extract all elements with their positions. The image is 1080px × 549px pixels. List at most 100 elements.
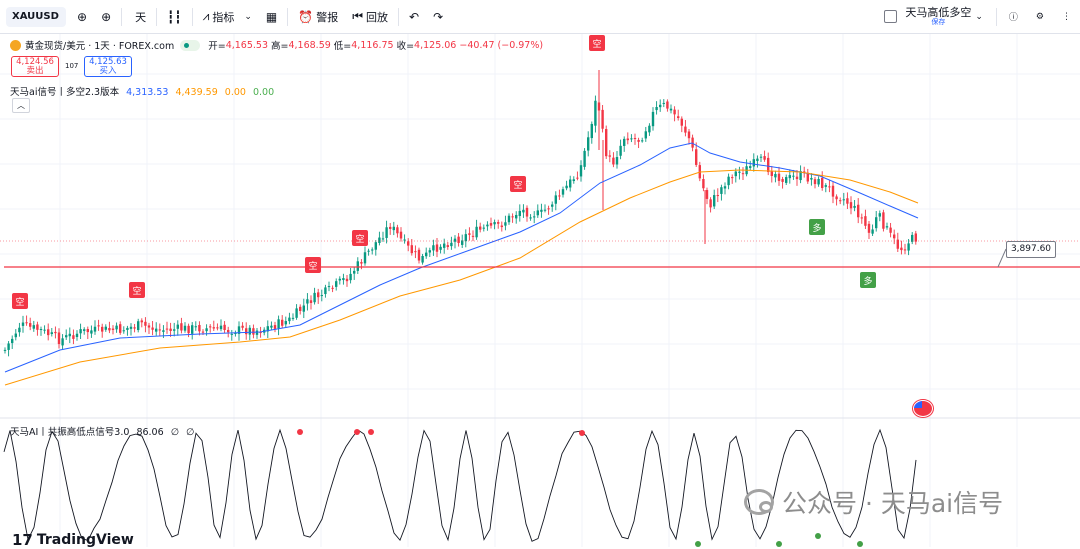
candle-body — [104, 326, 107, 330]
candle-body — [500, 225, 503, 228]
candle-body — [507, 215, 511, 223]
chevron-down-icon[interactable]: ⌄ — [975, 11, 983, 22]
timeframe-button[interactable]: 天 — [125, 0, 153, 33]
candle-body — [551, 204, 554, 207]
right-toolbar: 天马高低多空 保存 ⌄ ⓘ ⚙ ⋮ — [884, 0, 1080, 33]
candle-body — [677, 116, 680, 118]
candle-body — [839, 200, 842, 202]
oscillator-bottom-dot — [776, 541, 782, 547]
candle-body — [540, 209, 543, 212]
candle-body — [25, 322, 28, 324]
candle-body — [752, 159, 755, 167]
candle-body — [623, 138, 626, 146]
candle-body — [21, 322, 25, 326]
candle-body — [360, 262, 363, 264]
divider — [287, 7, 289, 26]
candle-body — [367, 250, 370, 252]
long-signal-marker-label: 多 — [863, 275, 872, 287]
candle-body — [785, 177, 788, 183]
candle-body — [489, 223, 493, 226]
candle-body — [651, 111, 655, 127]
undo-button[interactable]: ↶ — [402, 0, 426, 33]
candle-body — [774, 173, 777, 178]
candle-body — [691, 137, 694, 148]
templates-button[interactable]: ▦ — [259, 0, 284, 33]
candle-body — [176, 324, 179, 329]
info-icon[interactable]: ⓘ — [1008, 13, 1018, 23]
replay-button[interactable]: ⏮ 回放 — [345, 0, 395, 33]
add-symbol-button[interactable]: ⊕ — [94, 0, 118, 33]
more-icon[interactable]: ⋮ — [1062, 11, 1071, 22]
replay-label: 回放 — [366, 10, 389, 24]
brand-name: TradingView — [36, 532, 134, 548]
candle-body — [659, 104, 662, 108]
short-signal-marker-label: 空 — [132, 285, 141, 297]
candle-body — [198, 324, 201, 332]
short-signal-marker — [589, 35, 605, 51]
candle-body — [615, 157, 619, 165]
symbol-title: 黄金现货/美元 · 1天 · FOREX.com — [25, 41, 175, 52]
candle-body — [284, 321, 287, 325]
indicator-legend-oscillator[interactable]: 天马AI丨共振高低点信号3.0 86.06 ∅ ∅ — [10, 424, 198, 438]
symbol-name: XAUUSD — [12, 11, 59, 22]
candle-body — [227, 329, 230, 333]
indicators-button[interactable]: ⩘ 指标 ⌄ — [196, 0, 259, 33]
candle-body — [277, 319, 280, 329]
candle-body — [536, 210, 539, 216]
candle-body — [511, 216, 514, 218]
candle-body — [147, 325, 151, 328]
candle-body — [273, 325, 277, 329]
chart-type-button[interactable]: ┇┇ — [160, 0, 188, 33]
candle-body — [248, 327, 251, 335]
sell-label: 卖出 — [26, 65, 44, 76]
spread-value: 107 — [65, 62, 79, 70]
divider — [398, 7, 400, 26]
candle-body — [842, 199, 845, 201]
candle-body — [187, 325, 190, 334]
divider — [121, 7, 123, 26]
candle-body — [61, 338, 64, 346]
indicator-value-fast: 4,313.53 — [126, 87, 169, 98]
layout-checkbox-icon[interactable] — [884, 10, 898, 23]
candle-body — [558, 195, 561, 197]
candle-body — [723, 186, 727, 189]
tradingview-icon: 17 — [12, 531, 33, 549]
candle-body — [522, 209, 525, 213]
candle-body — [385, 227, 388, 238]
price-line-label[interactable]: 3,897.60 — [1006, 241, 1056, 258]
undo-icon: ↶ — [409, 9, 420, 24]
candle-body — [626, 138, 629, 141]
high-value: 4,168.59 — [288, 39, 331, 51]
collapse-legend-button[interactable]: ︿ — [12, 98, 30, 113]
candle-body — [115, 325, 118, 330]
short-signal-marker-label: 空 — [513, 179, 522, 191]
top-toolbar: XAUUSD ⊕ ⊕ 天 ┇┇ ⩘ 指标 ⌄ ▦ ⏰ 警报 ⏮ 回放 ↶ ↷ 天… — [0, 0, 1080, 34]
candle-body — [565, 185, 568, 189]
layout-menu[interactable]: 天马高低多空 保存 — [905, 7, 971, 26]
compare-symbol-button[interactable]: ⊕ — [70, 0, 94, 33]
tradingview-logo[interactable]: 17 TradingView — [12, 531, 134, 549]
indicator-legend-main[interactable]: 天马ai信号丨多空2.3版本 4,313.53 4,439.59 0.00 0.… — [10, 84, 274, 98]
long-signal-marker — [860, 272, 876, 288]
sell-button[interactable]: 4,124.56 卖出 — [11, 56, 59, 77]
candle-body — [446, 245, 449, 247]
oscillator-top-dot — [579, 430, 585, 436]
candle-body — [317, 292, 320, 298]
short-signal-marker-label: 空 — [15, 296, 24, 308]
symbol-search[interactable]: XAUUSD — [6, 6, 66, 27]
flag-usa-icon[interactable] — [913, 400, 933, 417]
market-status-icon[interactable] — [180, 39, 201, 51]
buy-button[interactable]: 4,125.63 买入 — [84, 56, 132, 77]
candle-body — [32, 325, 35, 329]
redo-button[interactable]: ↷ — [426, 0, 450, 33]
settings-icon[interactable]: ⚙ — [1035, 11, 1044, 22]
candle-body — [738, 171, 741, 173]
candle-body — [828, 186, 831, 188]
candle-body — [813, 179, 817, 185]
oscillator-top-dot — [297, 429, 303, 435]
candle-body — [302, 305, 305, 312]
candle-body — [849, 202, 853, 209]
candle-body — [216, 327, 219, 329]
alert-button[interactable]: ⏰ 警报 — [291, 0, 345, 33]
